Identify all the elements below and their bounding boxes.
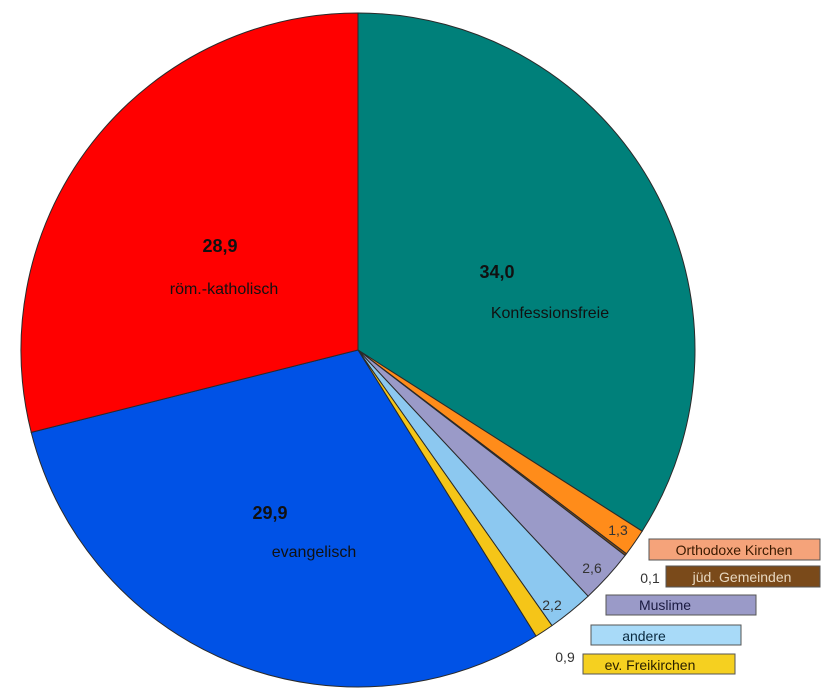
legend-text-freikirchen: ev. Freikirchen <box>605 657 696 673</box>
value-label-evangelisch: 29,9 <box>252 503 287 523</box>
pie-slice-r-m-katholisch <box>20 12 359 433</box>
legend-tag-muslime: Muslime <box>605 594 757 616</box>
pie-slice-konfessionsfreie <box>357 12 696 532</box>
legend-tag-freikirchen: ev. Freikirchen <box>582 653 736 675</box>
name-label-evangelisch: evangelisch <box>272 544 357 561</box>
value-label-freikirchen: 0,9 <box>555 649 575 665</box>
legend-tag-andere: andere <box>590 624 742 646</box>
pie-slices <box>20 12 696 688</box>
legend-text-orthodoxe: Orthodoxe Kirchen <box>676 542 793 558</box>
value-label-katholisch: 28,9 <box>202 236 237 256</box>
legend-tag-orthodoxe: Orthodoxe Kirchen <box>648 538 821 561</box>
value-label-muslime: 2,6 <box>582 560 602 576</box>
legend-text-muslime: Muslime <box>639 597 691 613</box>
value-label-andere: 2,2 <box>542 597 562 613</box>
name-label-katholisch: röm.-katholisch <box>170 281 278 298</box>
value-label-konfessionsfreie: 34,0 <box>479 262 514 282</box>
legend-tag-juedisch: jüd. Gemeinden <box>665 565 821 588</box>
legend-text-juedisch: jüd. Gemeinden <box>692 569 792 585</box>
legend-text-andere: andere <box>622 628 666 644</box>
name-label-konfessionsfreie: Konfessionsfreie <box>491 305 609 322</box>
pie-slice-evangelisch <box>30 349 537 688</box>
value-label-juedisch: 0,1 <box>640 570 660 586</box>
value-label-orthodoxe: 1,3 <box>608 522 628 538</box>
